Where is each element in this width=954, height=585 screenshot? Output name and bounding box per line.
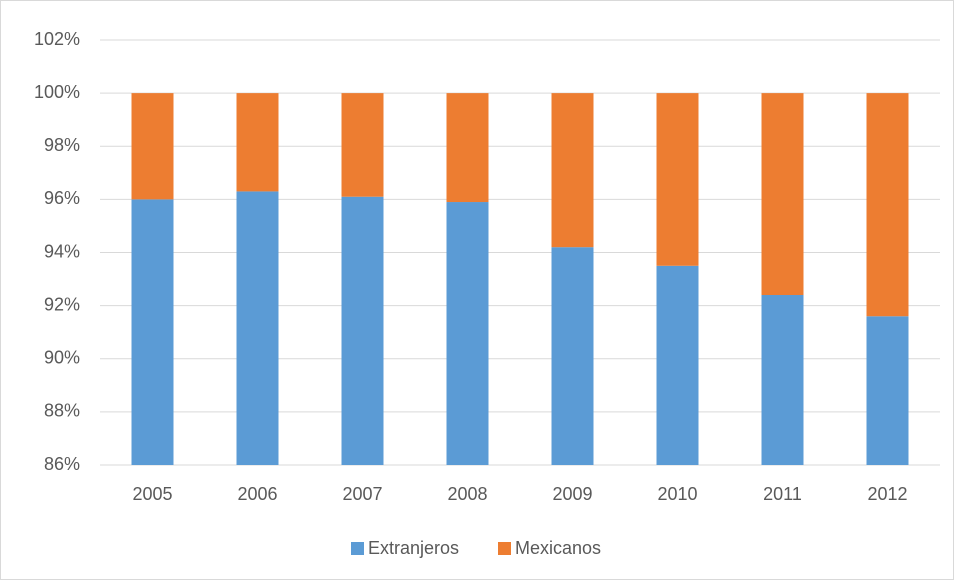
y-tick-label: 100% — [34, 82, 80, 102]
y-tick-label: 88% — [44, 401, 80, 421]
bar-segment — [656, 265, 699, 465]
bar-segment — [341, 93, 384, 197]
y-tick-label: 92% — [44, 294, 80, 314]
x-tick-label: 2005 — [132, 484, 172, 504]
x-tick-label: 2009 — [552, 484, 592, 504]
bar-segment — [131, 93, 174, 200]
y-tick-label: 98% — [44, 135, 80, 155]
bar-segment — [866, 93, 909, 317]
bar-segment — [341, 196, 384, 465]
bar-segment — [761, 295, 804, 465]
y-tick-label: 94% — [44, 241, 80, 261]
bar-segment — [446, 202, 489, 465]
legend-label: Mexicanos — [515, 538, 601, 558]
bar-segment — [551, 93, 594, 248]
x-tick-label: 2012 — [867, 484, 907, 504]
bar-segment — [236, 93, 279, 192]
y-tick-label: 96% — [44, 188, 80, 208]
x-tick-label: 2006 — [237, 484, 277, 504]
x-tick-label: 2007 — [342, 484, 382, 504]
legend-swatch — [498, 542, 511, 555]
bar-segment — [236, 191, 279, 465]
y-tick-label: 90% — [44, 348, 80, 368]
x-tick-label: 2011 — [763, 484, 802, 504]
legend-swatch — [351, 542, 364, 555]
y-tick-label: 86% — [44, 454, 80, 474]
bar-segment — [761, 93, 804, 295]
bar-segment — [866, 316, 909, 465]
bar-segment — [446, 93, 489, 203]
x-tick-label: 2010 — [657, 484, 697, 504]
y-tick-label: 102% — [34, 29, 80, 49]
x-tick-label: 2008 — [447, 484, 487, 504]
bar-segment — [131, 199, 174, 465]
bar-segment — [656, 93, 699, 266]
bar-segment — [551, 247, 594, 465]
legend-label: Extranjeros — [368, 538, 459, 558]
